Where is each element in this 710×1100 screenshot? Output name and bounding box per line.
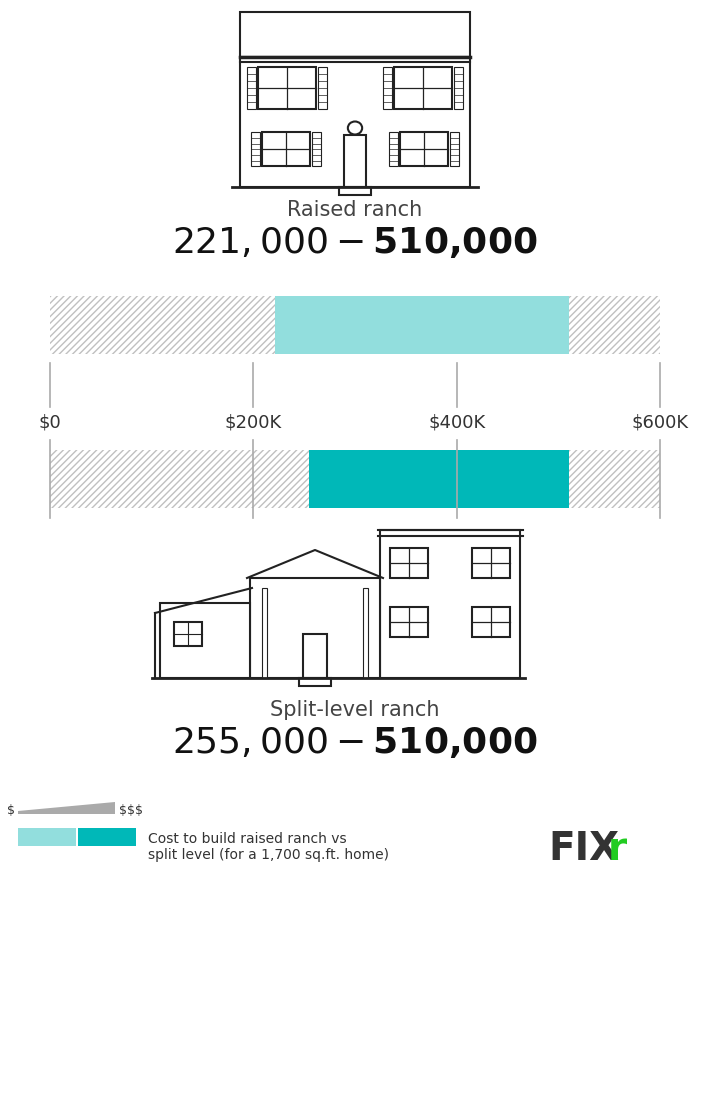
Bar — [240, 12, 470, 57]
Bar — [472, 607, 510, 637]
Text: split level (for a 1,700 sq.ft. home): split level (for a 1,700 sq.ft. home) — [148, 848, 389, 862]
Text: Split-level ranch: Split-level ranch — [271, 700, 439, 720]
Bar — [18, 828, 76, 846]
Text: $0: $0 — [38, 412, 61, 431]
Bar — [275, 296, 569, 354]
Bar — [299, 678, 331, 686]
Text: $600K: $600K — [631, 412, 689, 431]
Bar — [390, 548, 428, 578]
Bar — [262, 132, 310, 166]
Text: $200K: $200K — [224, 412, 282, 431]
Text: FIX: FIX — [548, 830, 619, 868]
Bar — [472, 548, 510, 578]
Text: $400K: $400K — [428, 412, 486, 431]
Bar — [454, 67, 463, 109]
Bar — [240, 57, 470, 187]
Ellipse shape — [348, 121, 362, 134]
Bar — [250, 578, 380, 678]
Text: r: r — [608, 830, 627, 868]
Text: $$$: $$$ — [119, 803, 143, 816]
Bar — [383, 67, 392, 109]
Bar — [50, 450, 660, 508]
Bar — [380, 530, 520, 678]
Bar — [318, 67, 327, 109]
Text: $255,000 - $510,000: $255,000 - $510,000 — [173, 725, 537, 760]
Bar — [389, 132, 398, 166]
Bar — [394, 67, 452, 109]
Bar — [390, 607, 428, 637]
Bar — [78, 828, 136, 846]
Text: $221,000 - $510,000: $221,000 - $510,000 — [173, 226, 537, 260]
Text: Raised ranch: Raised ranch — [288, 200, 422, 220]
Bar — [50, 296, 660, 354]
Bar — [310, 450, 569, 508]
Text: Cost to build raised ranch vs: Cost to build raised ranch vs — [148, 832, 346, 846]
Bar — [174, 621, 202, 646]
Text: $: $ — [7, 803, 15, 816]
Bar — [450, 132, 459, 166]
Bar — [251, 132, 260, 166]
Bar — [400, 132, 448, 166]
Bar — [363, 588, 368, 678]
Bar — [262, 588, 267, 678]
Bar — [312, 132, 321, 166]
Bar — [339, 187, 371, 195]
Polygon shape — [18, 802, 115, 814]
Bar — [160, 603, 250, 678]
Bar — [247, 67, 256, 109]
Bar — [258, 67, 316, 109]
Bar — [344, 135, 366, 187]
Bar — [303, 634, 327, 678]
